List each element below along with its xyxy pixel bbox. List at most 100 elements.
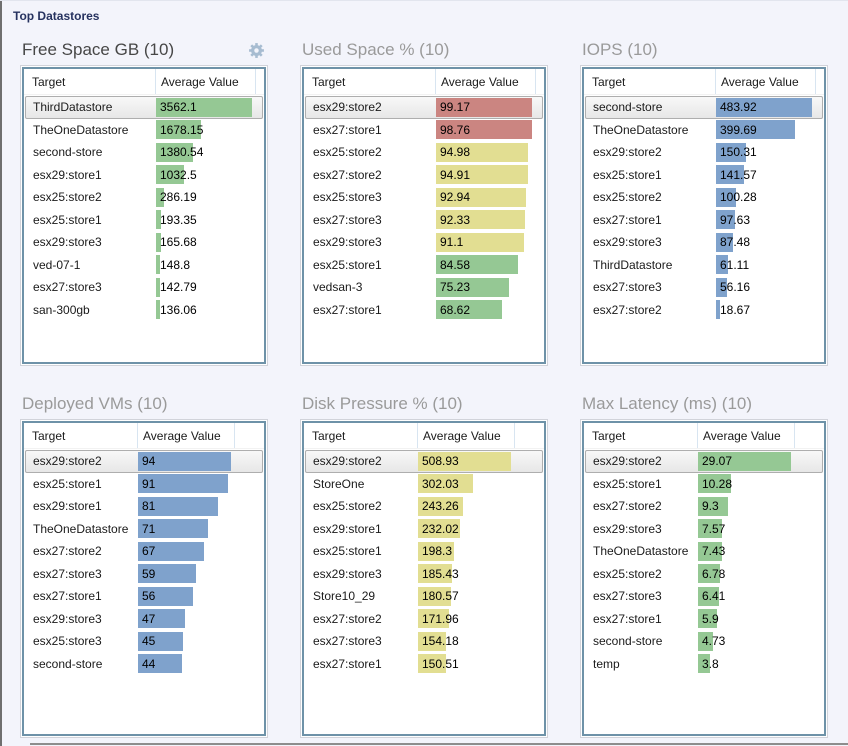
table-row[interactable]: san-300gb 136.06 bbox=[25, 299, 263, 322]
table-row[interactable]: esx27:store1 97.63 bbox=[585, 209, 823, 232]
table-row[interactable]: esx25:store1 84.58 bbox=[305, 254, 543, 277]
column-header-target[interactable]: Target bbox=[584, 69, 716, 94]
table-row[interactable]: esx27:store3 56.16 bbox=[585, 276, 823, 299]
row-value: 142.79 bbox=[160, 280, 197, 295]
table-row[interactable]: esx25:store1 91 bbox=[25, 473, 263, 496]
column-header-target[interactable]: Target bbox=[304, 423, 418, 448]
table-row[interactable]: esx29:store3 47 bbox=[25, 608, 263, 631]
table-row[interactable]: esx25:store2 243.26 bbox=[305, 495, 543, 518]
table-row[interactable]: esx25:store2 94.98 bbox=[305, 141, 543, 164]
table-row[interactable]: esx27:store1 56 bbox=[25, 585, 263, 608]
table-row[interactable]: esx29:store2 99.17 bbox=[305, 96, 543, 119]
table-row[interactable]: esx29:store2 94 bbox=[25, 450, 263, 473]
table-row[interactable]: esx27:store2 171.96 bbox=[305, 608, 543, 631]
table-row[interactable]: esx25:store1 10.28 bbox=[585, 473, 823, 496]
table-row[interactable]: TheOneDatastore 1678.15 bbox=[25, 119, 263, 142]
table-row[interactable]: esx29:store1 1032.5 bbox=[25, 164, 263, 187]
row-value: 154.18 bbox=[422, 634, 459, 649]
value-bar bbox=[698, 474, 731, 494]
table-row[interactable]: temp 3.8 bbox=[585, 653, 823, 676]
row-value-cell: 61.11 bbox=[716, 255, 816, 275]
table-row[interactable]: esx27:store1 68.62 bbox=[305, 299, 543, 322]
table-row[interactable]: second-store 4.73 bbox=[585, 630, 823, 653]
table-row[interactable]: ThirdDatastore 61.11 bbox=[585, 254, 823, 277]
table-row[interactable]: esx29:store2 150.31 bbox=[585, 141, 823, 164]
column-header-average-value[interactable]: Average Value bbox=[698, 423, 795, 448]
column-header-average-value[interactable]: Average Value bbox=[138, 423, 235, 448]
column-header-average-value[interactable]: Average Value bbox=[418, 423, 515, 448]
row-value: 75.23 bbox=[440, 280, 471, 295]
table-row[interactable]: esx25:store1 141.57 bbox=[585, 164, 823, 187]
row-value-cell: 10.28 bbox=[698, 474, 795, 494]
table-row[interactable]: esx25:store3 92.94 bbox=[305, 186, 543, 209]
table-row[interactable]: esx25:store1 198.3 bbox=[305, 540, 543, 563]
column-header-average-value[interactable]: Average Value bbox=[156, 69, 256, 94]
table-row[interactable]: esx27:store1 98.76 bbox=[305, 119, 543, 142]
table-row[interactable]: esx25:store2 286.19 bbox=[25, 186, 263, 209]
table-row[interactable]: esx29:store2 508.93 bbox=[305, 450, 543, 473]
row-value-cell: 508.93 bbox=[418, 451, 515, 471]
row-value-cell: 142.79 bbox=[156, 277, 256, 297]
table-row[interactable]: esx29:store1 81 bbox=[25, 495, 263, 518]
table-row[interactable]: second-store 483.92 bbox=[585, 96, 823, 119]
page-title: Top Datastores bbox=[13, 9, 100, 23]
column-header-target[interactable]: Target bbox=[304, 69, 436, 94]
table-row[interactable]: ved-07-1 148.8 bbox=[25, 254, 263, 277]
row-value-cell: 56 bbox=[138, 586, 235, 606]
table-row[interactable]: esx27:store3 6.41 bbox=[585, 585, 823, 608]
row-value: 94.98 bbox=[440, 145, 471, 160]
table-row[interactable]: esx27:store3 59 bbox=[25, 563, 263, 586]
column-header-target[interactable]: Target bbox=[584, 423, 698, 448]
row-value-cell: 1380.54 bbox=[156, 142, 256, 162]
row-target-label: esx29:store2 bbox=[593, 454, 662, 469]
table-row[interactable]: esx29:store3 91.1 bbox=[305, 231, 543, 254]
table-row[interactable]: second-store 1380.54 bbox=[25, 141, 263, 164]
table-row[interactable]: esx27:store3 154.18 bbox=[305, 630, 543, 653]
table-row[interactable]: esx25:store2 6.78 bbox=[585, 563, 823, 586]
row-value: 198.3 bbox=[422, 544, 453, 559]
table-row[interactable]: esx29:store3 7.57 bbox=[585, 518, 823, 541]
table-row[interactable]: esx29:store1 232.02 bbox=[305, 518, 543, 541]
row-value-cell: 47 bbox=[138, 609, 235, 629]
row-target-label: esx29:store2 bbox=[33, 454, 102, 469]
table-row[interactable]: esx27:store1 150.51 bbox=[305, 653, 543, 676]
column-header-average-value[interactable]: Average Value bbox=[436, 69, 536, 94]
table-row[interactable]: esx27:store3 142.79 bbox=[25, 276, 263, 299]
column-header-average-value[interactable]: Average Value bbox=[716, 69, 816, 94]
table-row[interactable]: esx29:store3 185.43 bbox=[305, 563, 543, 586]
table-row[interactable]: TheOneDatastore 399.69 bbox=[585, 119, 823, 142]
row-target-label: esx25:store2 bbox=[593, 566, 662, 581]
table-row[interactable]: Store10_29 180.57 bbox=[305, 585, 543, 608]
row-target-label: esx25:store1 bbox=[33, 476, 102, 491]
row-target-label: esx29:store1 bbox=[33, 167, 102, 182]
value-bar bbox=[698, 519, 723, 539]
table-row[interactable]: esx27:store3 92.33 bbox=[305, 209, 543, 232]
table-row[interactable]: esx27:store2 18.67 bbox=[585, 299, 823, 322]
table-row[interactable]: esx29:store3 87.48 bbox=[585, 231, 823, 254]
panel: Used Space % (10) Target A bbox=[300, 37, 548, 366]
table-row[interactable]: second-store 44 bbox=[25, 653, 263, 676]
table-row[interactable]: esx29:store2 29.07 bbox=[585, 450, 823, 473]
value-bar bbox=[698, 609, 717, 629]
row-value: 100.28 bbox=[720, 190, 757, 205]
table-row[interactable]: StoreOne 302.03 bbox=[305, 473, 543, 496]
table-row[interactable]: TheOneDatastore 7.43 bbox=[585, 540, 823, 563]
table-row[interactable]: vedsan-3 75.23 bbox=[305, 276, 543, 299]
table-row[interactable]: esx27:store2 67 bbox=[25, 540, 263, 563]
table-row[interactable]: esx25:store2 100.28 bbox=[585, 186, 823, 209]
column-header-target[interactable]: Target bbox=[24, 69, 156, 94]
gear-icon[interactable] bbox=[248, 42, 265, 59]
column-header-target[interactable]: Target bbox=[24, 423, 138, 448]
table-row[interactable]: esx29:store3 165.68 bbox=[25, 231, 263, 254]
table-row[interactable]: ThirdDatastore 3562.1 bbox=[25, 96, 263, 119]
table-row[interactable]: TheOneDatastore 71 bbox=[25, 518, 263, 541]
value-bar bbox=[436, 97, 532, 117]
table-row[interactable]: esx27:store1 5.9 bbox=[585, 608, 823, 631]
table-row[interactable]: esx27:store2 94.91 bbox=[305, 164, 543, 187]
table-row[interactable]: esx25:store1 193.35 bbox=[25, 209, 263, 232]
value-bar bbox=[698, 586, 719, 606]
row-target-label: TheOneDatastore bbox=[33, 521, 129, 536]
row-value-cell: 1678.15 bbox=[156, 120, 256, 140]
table-row[interactable]: esx25:store3 45 bbox=[25, 630, 263, 653]
table-row[interactable]: esx27:store2 9.3 bbox=[585, 495, 823, 518]
